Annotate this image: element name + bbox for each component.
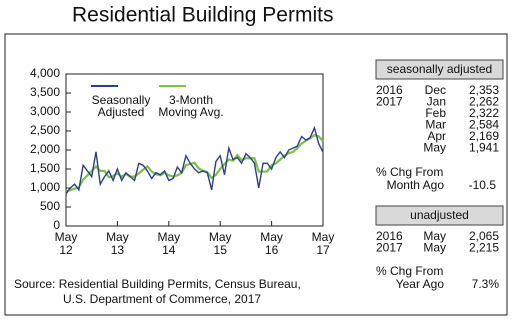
x-tick-label: May 17 [312,230,335,257]
table-cell: May [423,141,446,155]
series-line [65,125,324,195]
change-label: Year Ago [396,277,445,291]
source: U.S. Department of Commerce, 2017 [63,292,261,306]
header-box [375,59,504,80]
y-tick-label: 1,000 [30,180,60,194]
x-tick-label: May 12 [55,230,78,257]
y-tick-label: 0 [53,218,60,232]
change-label: % Chg From [376,165,443,179]
x-tick-label: May 15 [209,230,232,257]
table-cell: 2,584 [469,118,499,132]
table-cell: Apr [427,129,446,143]
table-cell: Dec [425,83,446,97]
table-cell: 2,322 [469,106,499,120]
table-cell: Jan [427,95,446,109]
chart-title: Residential Building Permits [72,4,333,27]
y-tick-label: 3,500 [30,85,60,99]
series-line [65,134,324,193]
table-cell: May [423,229,446,243]
table-cell: 2,065 [469,229,499,243]
change-label: % Chg From [376,264,443,278]
panel-header: seasonally adjusted [387,62,492,76]
frame [4,33,508,316]
table-cell: 1,941 [469,141,499,155]
table-cell: 2,215 [469,241,499,255]
table-cell: May [423,241,446,255]
legend-label: Seasonally Adjusted [92,93,151,119]
change-value: -10.5 [469,178,497,192]
header-box [375,205,504,226]
legend-label: 3-Month Moving Avg. [158,93,223,119]
table-cell: 2017 [376,241,403,255]
table-cell: 2,262 [469,95,499,109]
y-tick-label: 2,000 [30,142,60,156]
change-value: 7.3% [472,277,500,291]
x-tick-label: May 13 [106,230,129,257]
table-cell: Mar [425,118,446,132]
table-cell: 2016 [376,83,403,97]
y-tick-label: 2,500 [30,123,60,137]
y-tick-label: 500 [40,199,60,213]
change-label: Month Ago [387,178,445,192]
x-tick-label: May 16 [260,230,283,257]
y-tick-label: 3,000 [30,104,60,118]
table-cell: 2,353 [469,83,499,97]
source: Source: Residential Building Permits, Ce… [14,277,301,291]
table-cell: Feb [425,106,446,120]
x-tick-label: May 14 [157,230,180,257]
y-tick-label: 4,000 [30,66,60,80]
table-cell: 2,169 [469,129,499,143]
panel-header: unadjusted [410,208,469,222]
table-cell: 2016 [376,229,403,243]
table-cell: 2017 [376,95,403,109]
y-tick-label: 1,500 [30,161,60,175]
